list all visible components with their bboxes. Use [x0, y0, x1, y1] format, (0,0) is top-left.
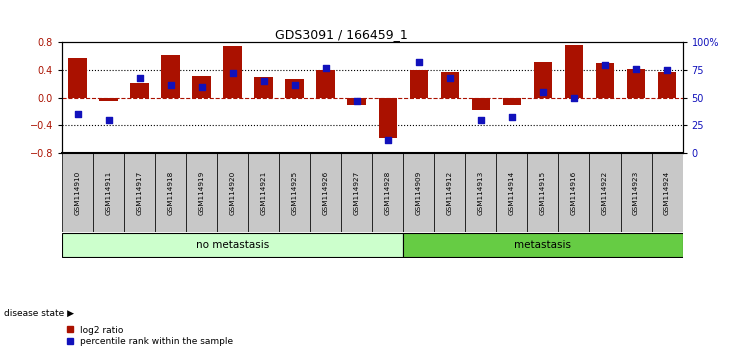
Bar	[62, 153, 93, 232]
Point	[320, 65, 331, 71]
Bar	[558, 153, 590, 232]
Bar	[534, 62, 553, 98]
Text: GSM114926: GSM114926	[323, 171, 329, 215]
Bar	[472, 98, 491, 110]
Bar	[285, 79, 304, 98]
Point	[258, 78, 269, 84]
Bar	[131, 82, 149, 98]
Bar	[372, 153, 404, 232]
Bar	[155, 153, 186, 232]
Bar	[124, 153, 155, 232]
Bar	[410, 70, 428, 98]
Bar	[161, 55, 180, 98]
Text: GSM114917: GSM114917	[137, 171, 142, 215]
Point	[537, 90, 549, 95]
Text: GSM114913: GSM114913	[478, 171, 484, 215]
Bar	[590, 153, 620, 232]
Text: GSM114916: GSM114916	[571, 171, 577, 215]
Bar	[347, 98, 366, 105]
Point	[506, 114, 518, 119]
Point	[103, 117, 115, 123]
Bar	[317, 70, 335, 98]
Bar	[626, 69, 645, 98]
Bar	[434, 153, 466, 232]
Bar	[62, 233, 404, 257]
Text: GSM114914: GSM114914	[509, 171, 515, 215]
Point	[134, 75, 145, 81]
Bar	[441, 72, 459, 98]
Bar	[279, 153, 310, 232]
Text: GSM114912: GSM114912	[447, 171, 453, 215]
Title: GDS3091 / 166459_1: GDS3091 / 166459_1	[275, 28, 407, 41]
Bar	[218, 153, 248, 232]
Point	[444, 75, 456, 81]
Text: GSM114918: GSM114918	[168, 171, 174, 215]
Point	[630, 66, 642, 72]
Text: metastasis: metastasis	[515, 240, 572, 250]
Text: GSM114910: GSM114910	[74, 171, 80, 215]
Text: no metastasis: no metastasis	[196, 240, 269, 250]
Point	[351, 98, 363, 104]
Bar	[496, 153, 528, 232]
Point	[196, 84, 207, 90]
Bar	[658, 72, 677, 98]
Bar	[596, 63, 615, 98]
Point	[413, 59, 425, 65]
Point	[165, 82, 177, 87]
Bar	[503, 98, 521, 105]
Bar	[99, 98, 118, 101]
Text: GSM114909: GSM114909	[416, 171, 422, 215]
Bar	[379, 98, 397, 138]
Bar	[186, 153, 218, 232]
Bar	[93, 153, 124, 232]
Bar	[69, 58, 87, 98]
Text: GSM114923: GSM114923	[633, 171, 639, 215]
Text: GSM114925: GSM114925	[292, 171, 298, 215]
Text: disease state ▶: disease state ▶	[4, 309, 74, 318]
Point	[289, 82, 301, 87]
Text: GSM114919: GSM114919	[199, 171, 204, 215]
Text: GSM114921: GSM114921	[261, 171, 266, 215]
Bar	[255, 77, 273, 98]
Bar	[310, 153, 342, 232]
Bar	[193, 76, 211, 98]
Legend: log2 ratio, percentile rank within the sample: log2 ratio, percentile rank within the s…	[66, 326, 233, 346]
Bar	[466, 153, 496, 232]
Bar	[565, 45, 583, 98]
Text: GSM114922: GSM114922	[602, 171, 608, 215]
Text: GSM114915: GSM114915	[540, 171, 546, 215]
Point	[568, 95, 580, 101]
Bar	[342, 153, 372, 232]
Text: GSM114924: GSM114924	[664, 171, 670, 215]
Bar	[404, 153, 434, 232]
Bar	[620, 153, 652, 232]
Bar	[404, 233, 683, 257]
Text: GSM114920: GSM114920	[230, 171, 236, 215]
Text: GSM114927: GSM114927	[354, 171, 360, 215]
Point	[72, 112, 83, 117]
Point	[475, 117, 487, 123]
Bar	[652, 153, 683, 232]
Bar	[223, 46, 242, 98]
Point	[599, 62, 611, 67]
Point	[227, 70, 239, 76]
Text: GSM114911: GSM114911	[106, 171, 112, 215]
Bar	[248, 153, 279, 232]
Point	[661, 67, 673, 73]
Bar	[528, 153, 558, 232]
Point	[382, 137, 393, 143]
Text: GSM114928: GSM114928	[385, 171, 391, 215]
